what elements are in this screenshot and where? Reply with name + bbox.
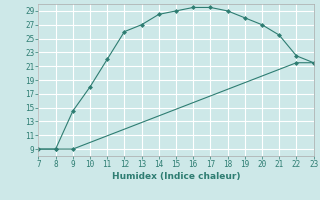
X-axis label: Humidex (Indice chaleur): Humidex (Indice chaleur) — [112, 172, 240, 181]
